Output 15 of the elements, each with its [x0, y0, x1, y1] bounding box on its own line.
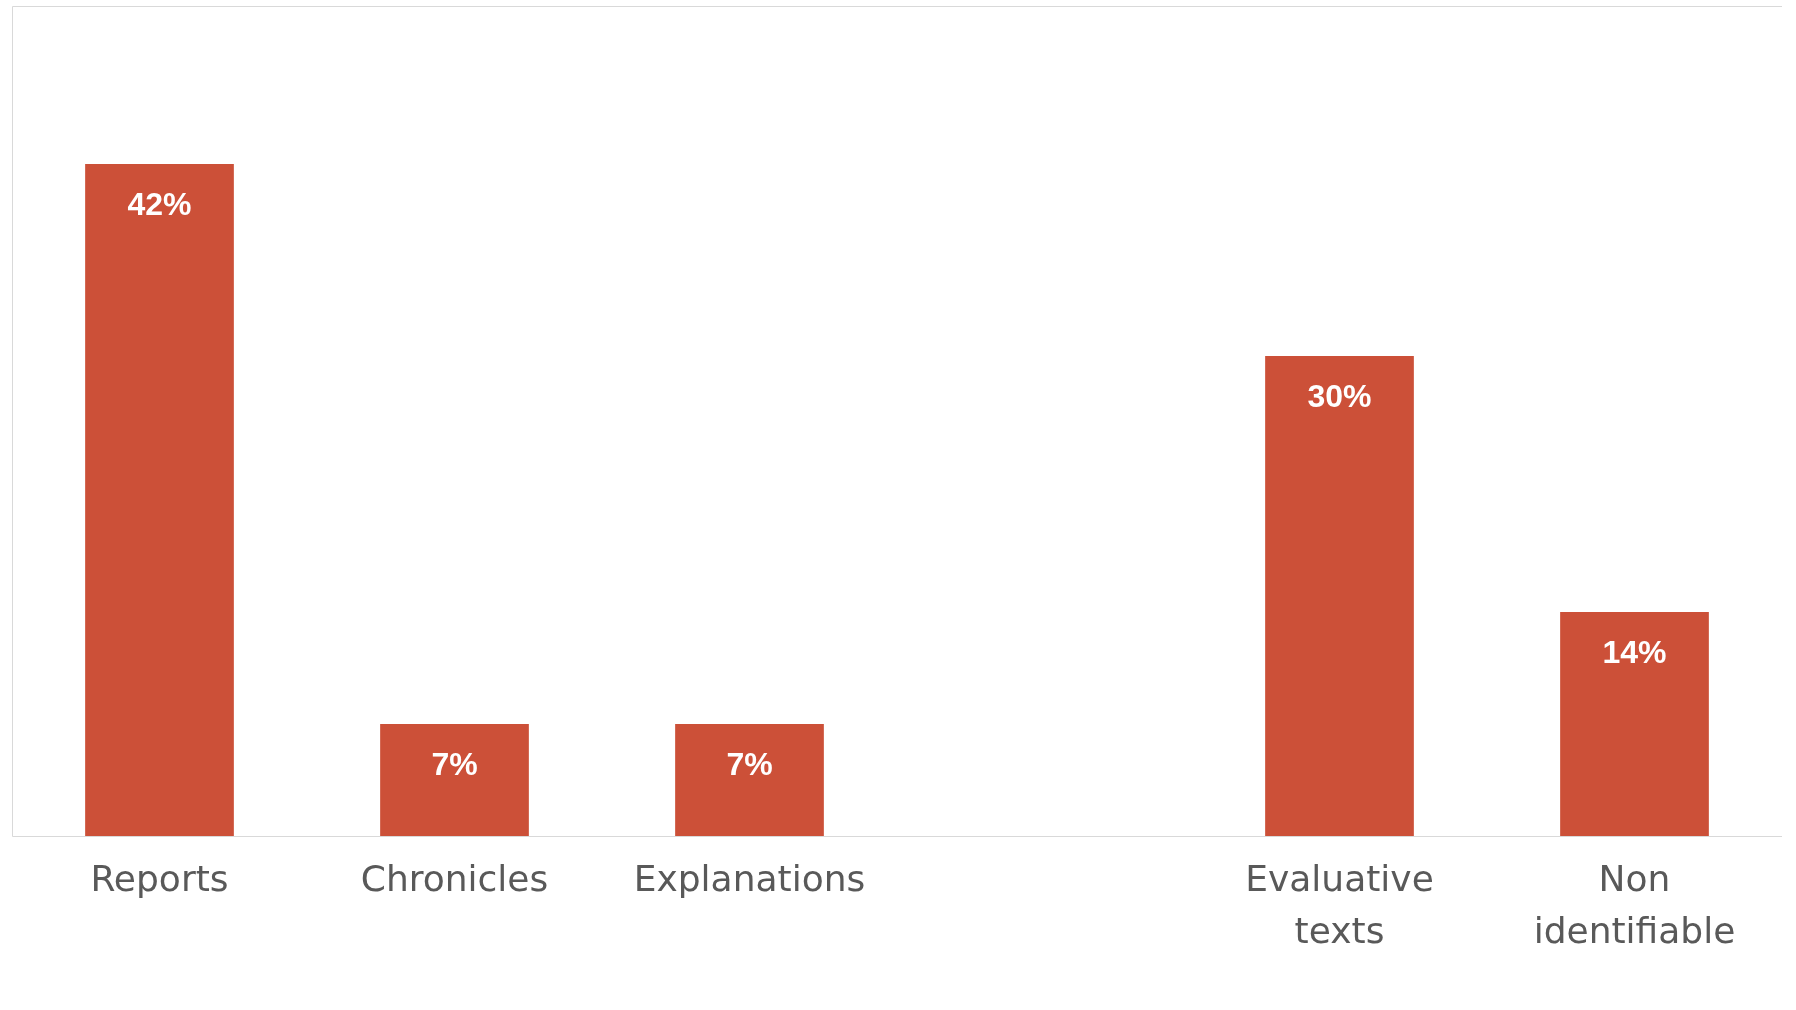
- x-tick-label: Non identifiable: [1533, 857, 1736, 951]
- data-label: 7%: [726, 745, 773, 782]
- data-label: 14%: [1602, 633, 1667, 670]
- x-tick-label: Chronicles: [360, 857, 549, 899]
- bar: [1265, 355, 1414, 836]
- x-tick-label: Explanations: [633, 857, 866, 899]
- bar: [380, 723, 529, 836]
- bar: [675, 723, 824, 836]
- bar: [1560, 611, 1709, 836]
- data-label: 7%: [431, 745, 478, 782]
- data-label: 30%: [1307, 377, 1372, 414]
- x-tick-label: Evaluative texts: [1245, 857, 1434, 951]
- bar: [85, 163, 234, 836]
- x-tick-label: Reports: [90, 857, 229, 899]
- data-label: 42%: [127, 185, 192, 222]
